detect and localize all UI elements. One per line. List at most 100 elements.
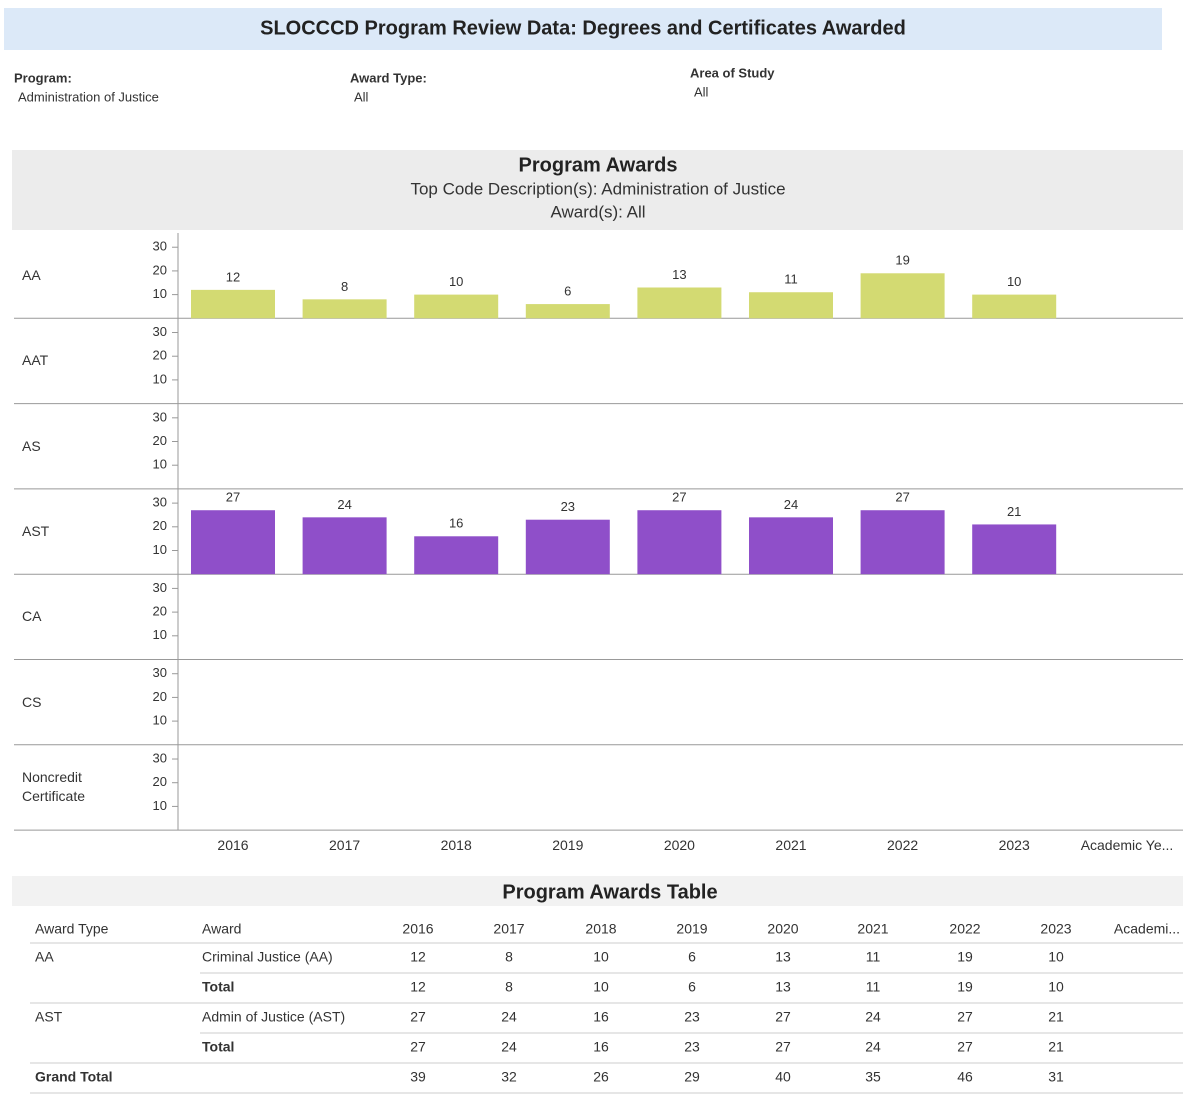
bar-value-label: 16 xyxy=(449,516,463,531)
x-tick-label: 2017 xyxy=(329,837,360,853)
cell: 32 xyxy=(501,1069,517,1085)
cell: 23 xyxy=(684,1009,700,1025)
filter-label: Area of Study xyxy=(690,65,775,80)
cell: 27 xyxy=(410,1039,426,1055)
award-type: AST xyxy=(35,1009,63,1025)
cell: 12 xyxy=(410,949,426,965)
column-header: Award Type xyxy=(35,921,109,937)
bar xyxy=(637,287,722,319)
cell: 27 xyxy=(957,1039,973,1055)
bar xyxy=(302,299,387,319)
cell: 24 xyxy=(865,1039,881,1055)
chart-title: Program Awards xyxy=(519,154,678,176)
page-title: SLOCCCD Program Review Data: Degrees and… xyxy=(260,17,906,39)
panel-label: CS xyxy=(22,693,42,710)
column-header: 2019 xyxy=(676,921,707,937)
filter-label: Award Type: xyxy=(350,70,427,85)
chart-header xyxy=(12,150,1183,230)
cell: 40 xyxy=(775,1069,791,1085)
y-tick-label: 20 xyxy=(153,348,167,363)
y-tick-label: 20 xyxy=(153,774,167,789)
cell: 12 xyxy=(410,979,426,995)
column-header: Academi... xyxy=(1114,921,1180,937)
bar-value-label: 24 xyxy=(337,497,351,512)
cell: 31 xyxy=(1048,1069,1064,1085)
y-tick-label: 20 xyxy=(153,689,167,704)
award: Total xyxy=(202,979,234,995)
column-header: 2018 xyxy=(585,921,616,937)
cell: 16 xyxy=(593,1039,609,1055)
bar-value-label: 24 xyxy=(784,497,798,512)
cell: 6 xyxy=(688,979,696,995)
cell: 27 xyxy=(775,1009,791,1025)
bar-value-label: 6 xyxy=(564,284,571,299)
chart-subtitle: Award(s): All xyxy=(550,202,645,221)
filter-value: Administration of Justice xyxy=(18,89,159,104)
filter-label: Program: xyxy=(14,70,72,85)
title-banner xyxy=(4,8,1162,50)
table-title: Program Awards Table xyxy=(502,881,717,903)
bar-value-label: 13 xyxy=(672,267,686,282)
x-tick-label: 2021 xyxy=(775,837,806,853)
column-header: Award xyxy=(202,921,241,937)
y-tick-label: 30 xyxy=(153,580,167,595)
bar-value-label: 12 xyxy=(226,269,240,284)
x-tick-label: 2016 xyxy=(217,837,248,853)
filter-value: All xyxy=(694,84,709,99)
panel-label: AS xyxy=(22,437,41,454)
cell: 24 xyxy=(501,1009,517,1025)
bar xyxy=(860,510,945,575)
cell: 46 xyxy=(957,1069,973,1085)
column-header: 2021 xyxy=(857,921,888,937)
y-tick-label: 10 xyxy=(153,627,167,642)
award: Total xyxy=(202,1039,234,1055)
cell: 13 xyxy=(775,949,791,965)
award: Criminal Justice (AA) xyxy=(202,949,333,965)
x-tick-label: 2022 xyxy=(887,837,918,853)
bar-value-label: 11 xyxy=(784,272,798,287)
panel-label: AA xyxy=(22,267,41,284)
cell: 10 xyxy=(593,979,609,995)
bar-value-label: 10 xyxy=(1007,274,1021,289)
y-tick-label: 10 xyxy=(153,286,167,301)
panel-label: AAT xyxy=(22,352,49,369)
bar xyxy=(414,294,499,319)
column-header: 2022 xyxy=(949,921,980,937)
cell: 27 xyxy=(410,1009,426,1025)
chart-subtitle: Top Code Description(s): Administration … xyxy=(410,179,785,198)
bar xyxy=(302,517,387,575)
x-tick-label: 2019 xyxy=(552,837,583,853)
bar xyxy=(749,517,833,575)
y-tick-label: 30 xyxy=(153,750,167,765)
cell: 13 xyxy=(775,979,791,995)
bar xyxy=(414,536,499,575)
y-tick-label: 10 xyxy=(153,798,167,813)
bar-value-label: 23 xyxy=(561,499,575,514)
cell: 24 xyxy=(865,1009,881,1025)
bar xyxy=(525,519,610,575)
cell: 21 xyxy=(1048,1009,1064,1025)
bar xyxy=(860,273,945,319)
y-tick-label: 20 xyxy=(153,604,167,619)
cell: 16 xyxy=(593,1009,609,1025)
filter-value: All xyxy=(354,89,369,104)
panel-label: Noncredit Certificate xyxy=(22,769,86,805)
y-tick-label: 30 xyxy=(153,324,167,339)
bar xyxy=(972,524,1057,575)
column-header: 2017 xyxy=(493,921,524,937)
cell: 35 xyxy=(865,1069,881,1085)
cell: 24 xyxy=(501,1039,517,1055)
column-header: 2023 xyxy=(1040,921,1071,937)
y-tick-label: 30 xyxy=(153,239,167,254)
y-tick-label: 20 xyxy=(153,433,167,448)
cell: 26 xyxy=(593,1069,609,1085)
y-tick-label: 30 xyxy=(153,665,167,680)
x-axis-label: Academic Ye... xyxy=(1081,837,1174,853)
bar-value-label: 21 xyxy=(1007,504,1021,519)
table-header xyxy=(12,876,1183,906)
cell: 19 xyxy=(957,979,973,995)
cell: 23 xyxy=(684,1039,700,1055)
y-tick-label: 10 xyxy=(153,713,167,728)
cell: 27 xyxy=(957,1009,973,1025)
